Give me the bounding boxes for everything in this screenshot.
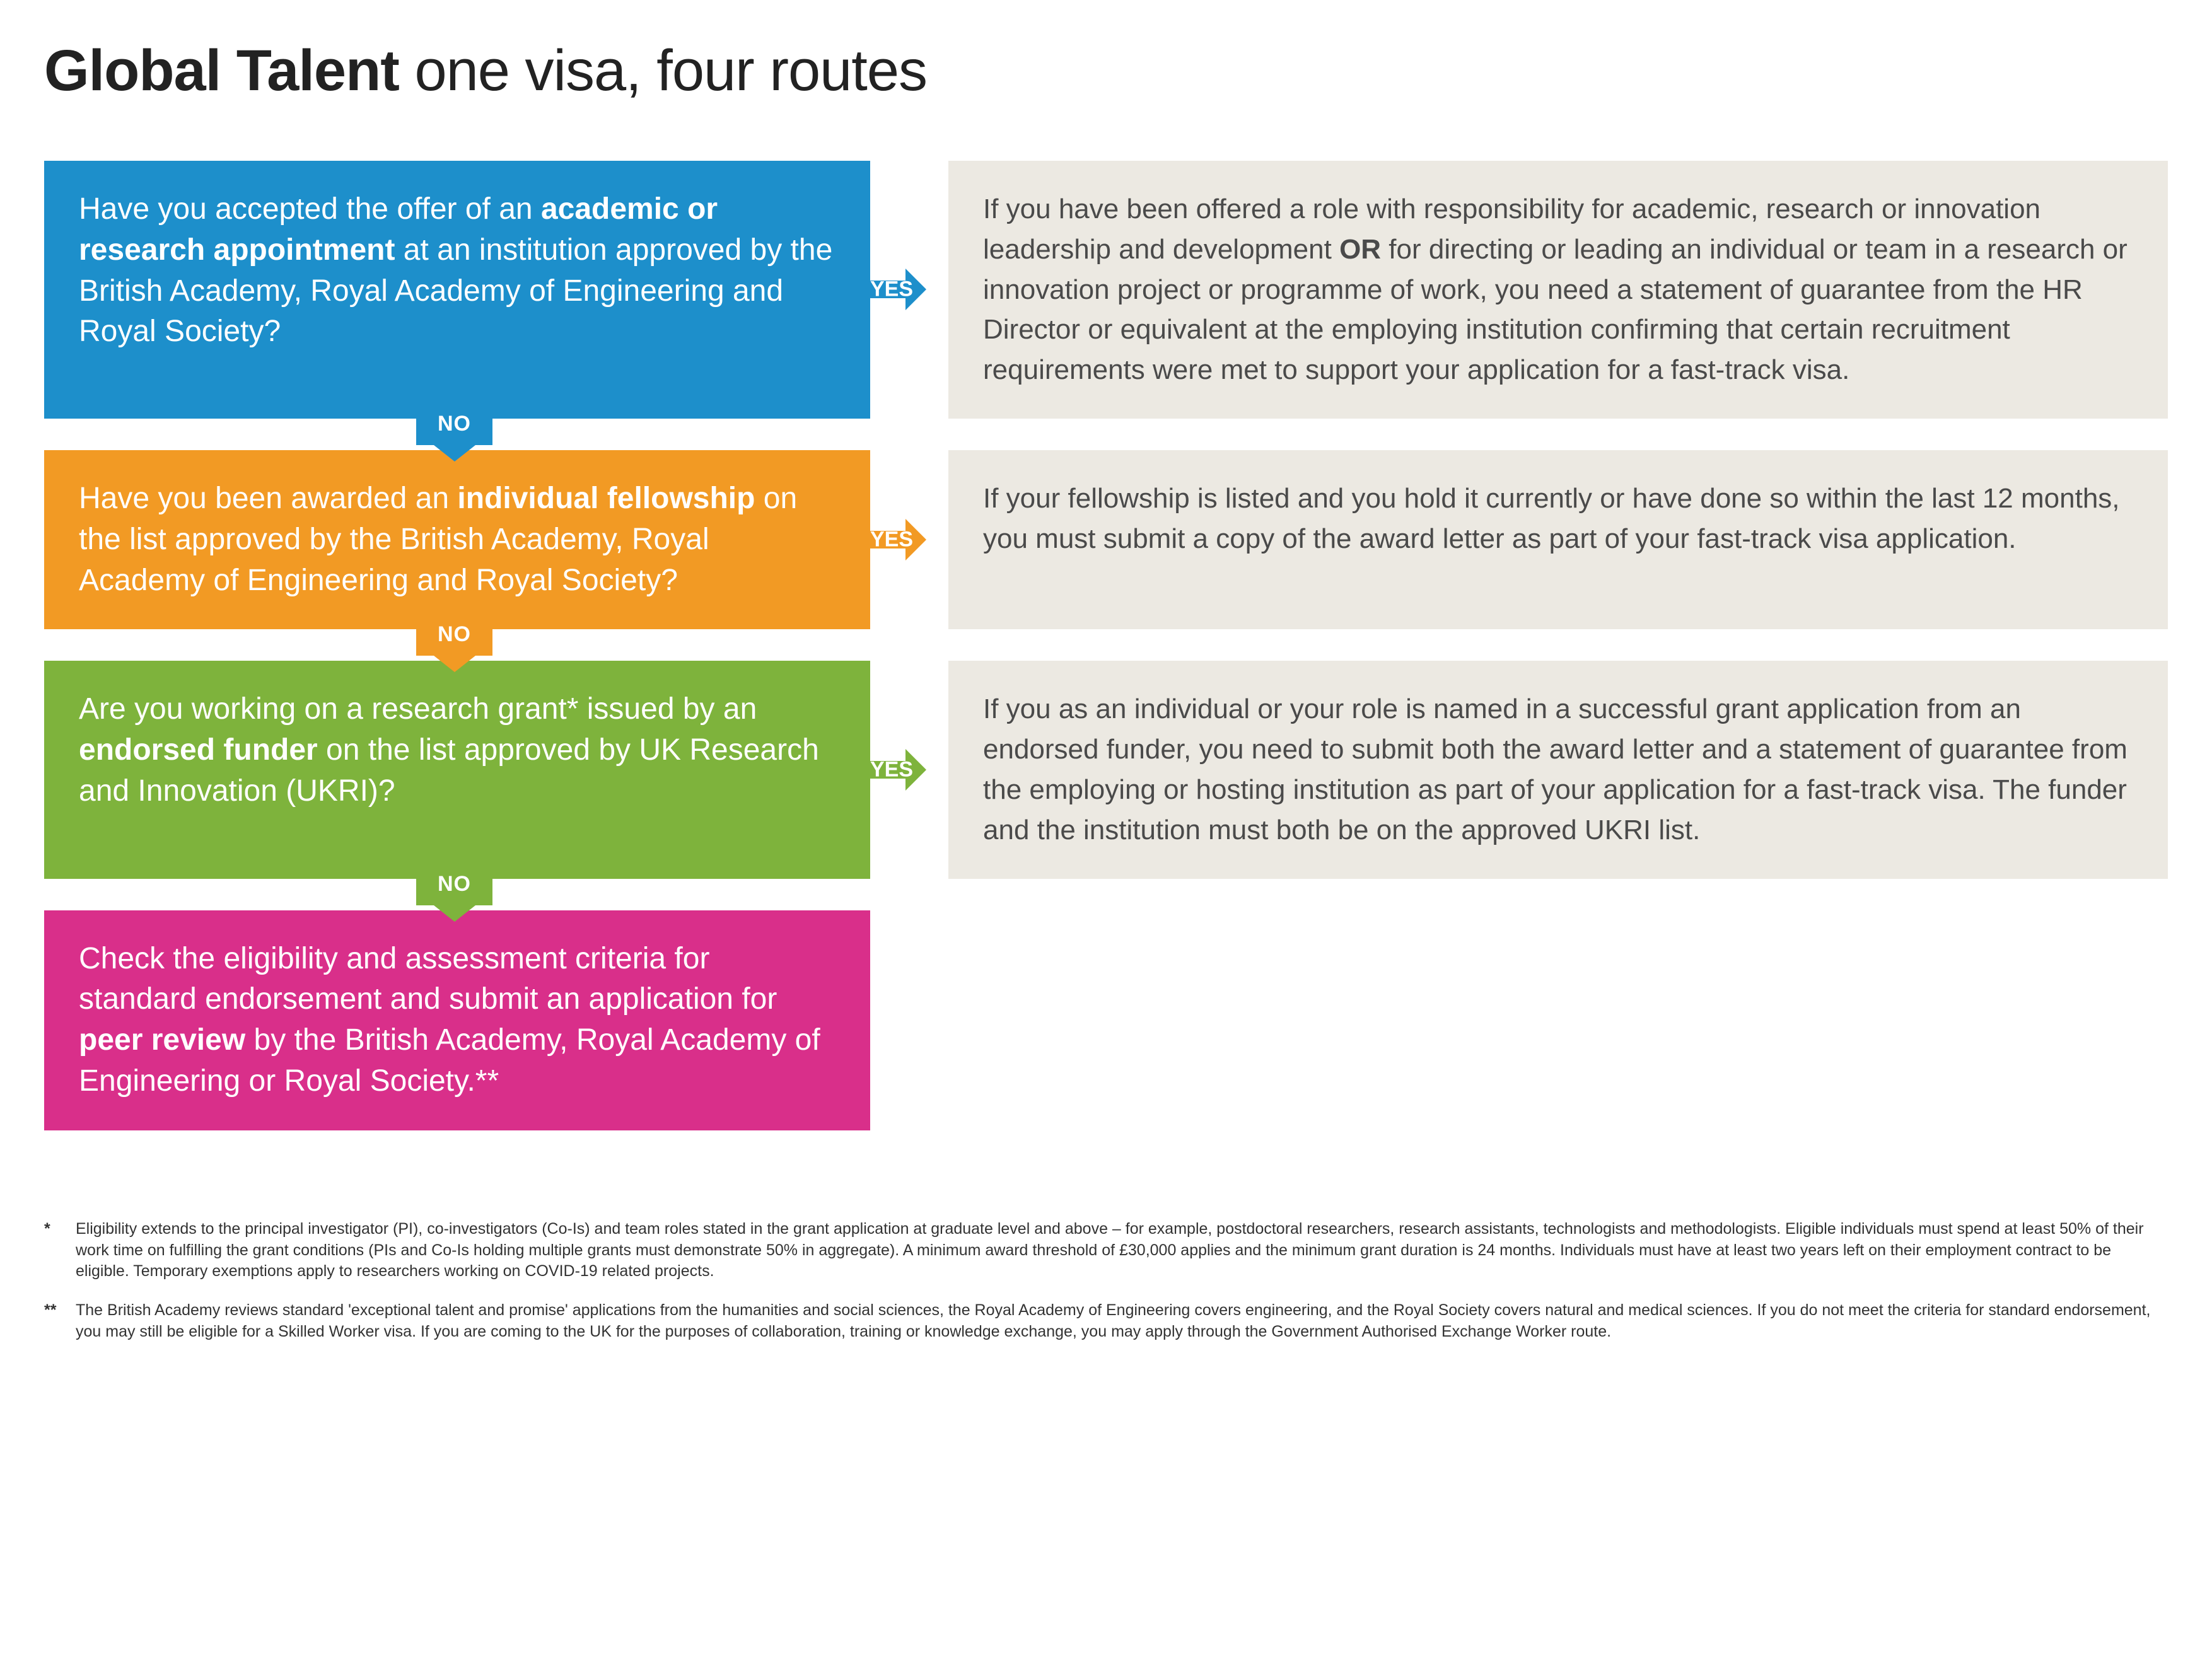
no-label: NO — [438, 412, 471, 436]
no-arrow: NO — [416, 403, 492, 461]
answer-box: If you have been offered a role with res… — [948, 161, 2168, 419]
yes-label: YES — [870, 277, 905, 302]
question-text: Have you been awarded an individual fell… — [79, 482, 797, 597]
flow-row: Check the eligibility and assessment cri… — [44, 910, 2168, 1130]
question-box: Have you accepted the offer of an academ… — [44, 161, 870, 419]
question-text: Check the eligibility and assessment cri… — [79, 942, 820, 1098]
flow-row: Have you been awarded an individual fell… — [44, 450, 2168, 629]
yes-label: YES — [870, 528, 905, 552]
answer-box: If you as an individual or your role is … — [948, 661, 2168, 878]
question-box: Are you working on a research grant* iss… — [44, 661, 870, 878]
footnote-text: The British Academy reviews standard 'ex… — [76, 1300, 2168, 1343]
yes-arrow: YES — [870, 519, 926, 560]
no-arrow: NO — [416, 614, 492, 672]
footnotes: *Eligibility extends to the principal in… — [44, 1219, 2168, 1343]
footnote-text: Eligibility extends to the principal inv… — [76, 1219, 2168, 1282]
yes-arrow: YES — [870, 269, 926, 310]
question-text: Have you accepted the offer of an academ… — [79, 192, 832, 348]
question-box: Check the eligibility and assessment cri… — [44, 910, 870, 1130]
footnote-marker: ** — [44, 1300, 76, 1343]
answer-text: If your fellowship is listed and you hol… — [983, 483, 2120, 554]
flowchart: Have you accepted the offer of an academ… — [44, 161, 2168, 1130]
flow-row: Are you working on a research grant* iss… — [44, 661, 2168, 878]
yes-arrow: YES — [870, 749, 926, 791]
no-label: NO — [438, 872, 471, 896]
question-box: Have you been awarded an individual fell… — [44, 450, 870, 629]
question-text: Are you working on a research grant* iss… — [79, 692, 819, 808]
yes-label: YES — [870, 757, 905, 782]
no-arrow: NO — [416, 864, 492, 922]
footnote: *Eligibility extends to the principal in… — [44, 1219, 2168, 1282]
answer-text: If you have been offered a role with res… — [983, 194, 2128, 385]
no-label: NO — [438, 622, 471, 646]
flow-row: Have you accepted the offer of an academ… — [44, 161, 2168, 419]
footnote: **The British Academy reviews standard '… — [44, 1300, 2168, 1343]
page-title: Global Talent one visa, four routes — [44, 38, 2168, 104]
footnote-marker: * — [44, 1219, 76, 1282]
answer-box: If your fellowship is listed and you hol… — [948, 450, 2168, 629]
answer-text: If you as an individual or your role is … — [983, 694, 2128, 845]
